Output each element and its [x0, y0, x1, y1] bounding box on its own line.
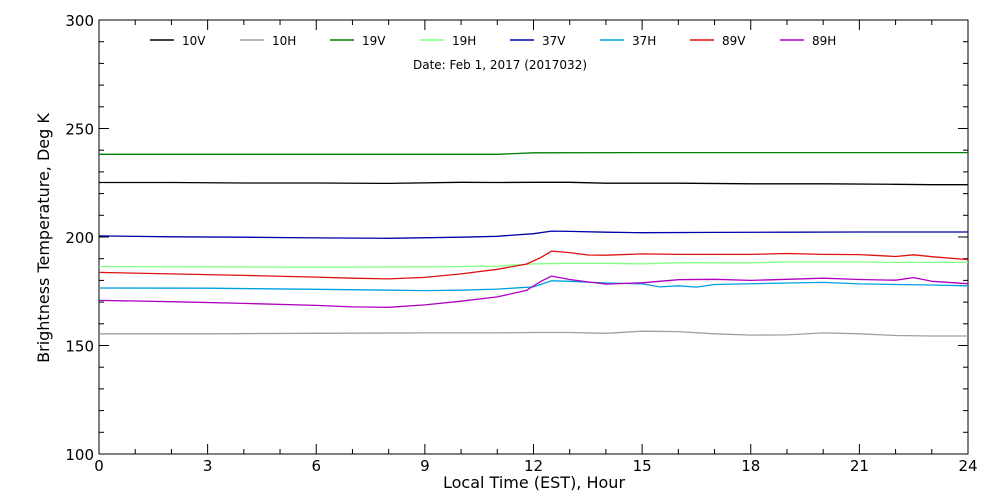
x-tick-label: 3	[203, 457, 213, 475]
y-axis-ticks: 100 150 200 250 300	[65, 12, 968, 464]
series-line-37h	[98, 280, 969, 292]
x-axis-ticks: 0 3 6 9 12 15 18 21 24	[94, 20, 978, 475]
legend-label-37v: 37V	[542, 34, 566, 48]
x-tick-label: 9	[420, 457, 430, 475]
series-line-89h	[98, 275, 969, 308]
x-tick-label: 6	[311, 457, 321, 475]
series-line-19v	[99, 151, 968, 155]
series-line-10v	[99, 181, 968, 186]
legend: 10V 10H 19V 19H 37V 37H 89V 89H	[150, 34, 836, 48]
y-tick-label: 100	[65, 446, 94, 464]
legend-label-19h: 19H	[452, 34, 476, 48]
y-tick-label: 150	[65, 338, 94, 356]
legend-label-37h: 37H	[632, 34, 656, 48]
series-line-19h	[98, 261, 968, 268]
y-tick-label: 300	[65, 12, 94, 30]
legend-label-10h: 10H	[272, 34, 296, 48]
legend-label-89v: 89V	[722, 34, 746, 48]
x-tick-label: 18	[741, 457, 760, 475]
series-line-37v	[98, 230, 968, 239]
x-tick-label: 21	[850, 457, 869, 475]
y-tick-label: 200	[65, 229, 94, 247]
date-annotation: Date: Feb 1, 2017 (2017032)	[413, 58, 587, 72]
x-axis-title: Local Time (EST), Hour	[443, 473, 625, 492]
series-line-10h	[99, 330, 968, 337]
series-layer	[98, 151, 969, 337]
y-tick-label: 250	[65, 121, 94, 139]
x-tick-label: 24	[958, 457, 977, 475]
x-tick-label: 12	[524, 457, 543, 475]
legend-label-89h: 89H	[812, 34, 836, 48]
series-line-89v	[98, 250, 969, 280]
legend-label-10v: 10V	[182, 34, 206, 48]
legend-label-19v: 19V	[362, 34, 386, 48]
x-tick-label: 15	[633, 457, 652, 475]
x-tick-label: 0	[94, 457, 104, 475]
y-axis-title: Brightness Temperature, Deg K	[34, 113, 53, 363]
